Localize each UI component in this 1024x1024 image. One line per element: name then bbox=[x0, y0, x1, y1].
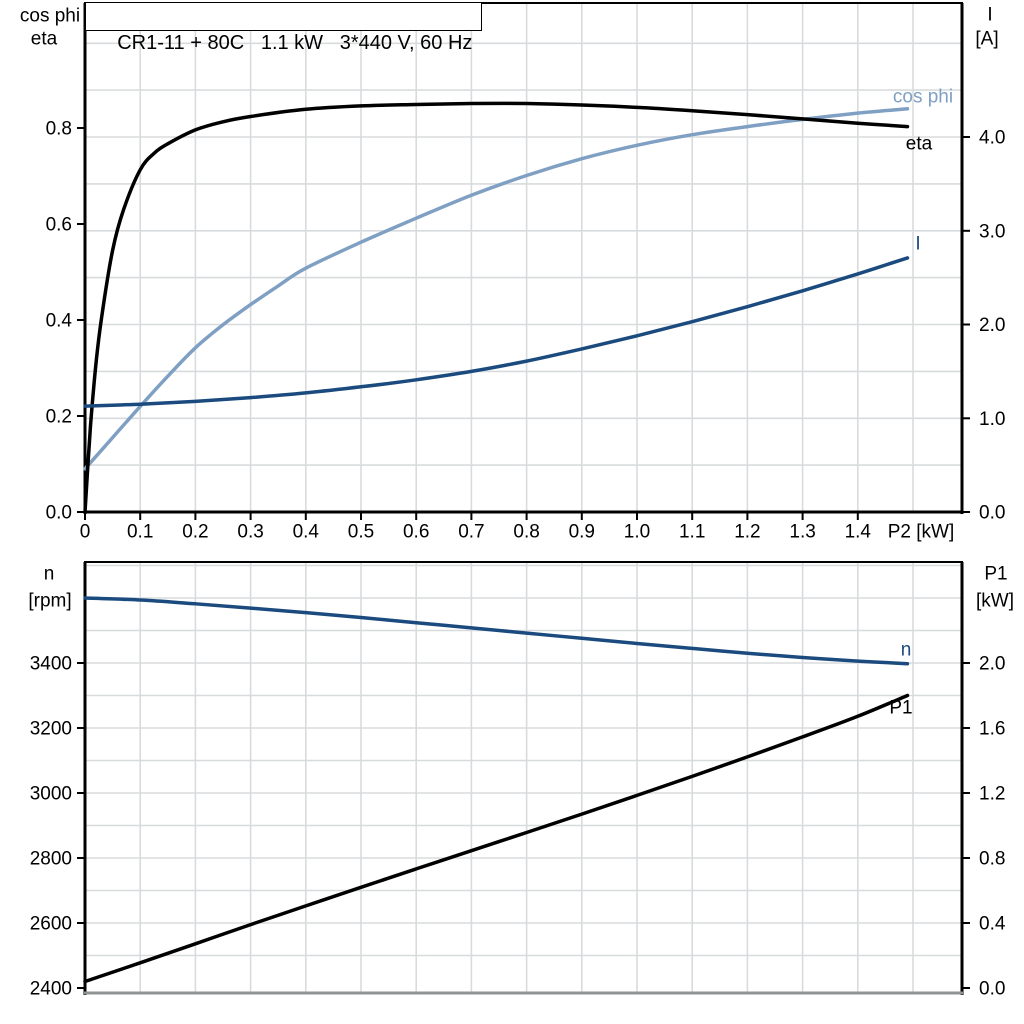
curve-label-eta: eta bbox=[906, 134, 933, 155]
x-axis-tick-label: 0.2 bbox=[182, 522, 208, 543]
right-axis-title: [A] bbox=[975, 29, 998, 50]
x-axis-tick-label: 0.9 bbox=[569, 522, 595, 543]
left-axis-tick-label: 2600 bbox=[30, 914, 72, 935]
curve-eta bbox=[83, 101, 910, 514]
left-axis-tick-label: 3200 bbox=[30, 719, 72, 740]
left-axis-tick-label: 2800 bbox=[30, 849, 72, 870]
left-axis-tick-label: 0.4 bbox=[46, 311, 73, 332]
right-axis-title: I bbox=[987, 5, 992, 26]
chart-title-box: CR1-11 + 80C 1.1 kW 3*440 V, 60 Hz bbox=[85, 2, 483, 54]
left-axis-tick-label: 3000 bbox=[30, 784, 72, 805]
left-axis-title: cos phi bbox=[20, 6, 80, 27]
x-axis-tick-label: 0.8 bbox=[513, 522, 539, 543]
right-axis-tick-label: 0.0 bbox=[979, 979, 1005, 1000]
left-axis-title: eta bbox=[31, 29, 58, 50]
x-axis-tick-label: 1.1 bbox=[679, 522, 705, 543]
plot-top: 0.0 0.2 0.4 0.6 0.8 0.0 1.0 2.0 3.0 4.0 0 0.1 0.2 0.3… bbox=[20, 2, 1005, 543]
curve-cos-phi bbox=[83, 107, 910, 471]
chart-title: CR1-11 + 80C 1.1 kW 3*440 V, 60 Hz bbox=[117, 32, 473, 54]
right-axis-tick-label: 2.0 bbox=[979, 315, 1005, 336]
x-axis-tick-label: 1.0 bbox=[624, 522, 650, 543]
x-axis-tick-label: 0 bbox=[80, 522, 91, 543]
right-axis-tick-label: 2.0 bbox=[979, 654, 1005, 675]
plot-bottom: 2400 2600 2800 3000 3200 3400 0.0 0.4 0.8 1.2 1.6 2… bbox=[28, 561, 1014, 1000]
right-axis-tick-label: 3.0 bbox=[979, 221, 1005, 242]
curve-label-cos-phi: cos phi bbox=[893, 87, 953, 108]
right-axis-tick-label: 0.4 bbox=[979, 914, 1006, 935]
right-axis-tick-label: 0.0 bbox=[979, 503, 1005, 524]
left-axis-tick-label: 0.0 bbox=[46, 503, 72, 524]
right-axis-tick-label: 4.0 bbox=[979, 128, 1005, 149]
left-axis-tick-label: 0.8 bbox=[46, 119, 72, 140]
x-axis-tick-label: 0.7 bbox=[458, 522, 484, 543]
right-axis-tick-label: 0.8 bbox=[979, 849, 1005, 870]
left-axis-tick-label: 0.6 bbox=[46, 215, 72, 236]
curve-label-n: n bbox=[901, 640, 912, 661]
left-axis-tick-label: 2400 bbox=[30, 979, 72, 1000]
right-axis-title: [kW] bbox=[976, 591, 1014, 612]
right-axis-title: P1 bbox=[984, 564, 1007, 585]
curve-label-i: I bbox=[915, 234, 920, 255]
right-axis-tick-label: 1.6 bbox=[979, 719, 1005, 740]
right-axis-tick-label: 1.0 bbox=[979, 409, 1005, 430]
x-axis-tick-label: 0.5 bbox=[348, 522, 374, 543]
x-axis-tick-label: 0.3 bbox=[237, 522, 263, 543]
x-axis-unit-label: P2 [kW] bbox=[888, 522, 955, 543]
x-axis-tick-label: 1.2 bbox=[734, 522, 760, 543]
left-axis-title: [rpm] bbox=[28, 591, 71, 612]
left-axis-title: n bbox=[44, 564, 55, 585]
curve-p1 bbox=[83, 693, 910, 984]
x-axis-tick-label: 0.6 bbox=[403, 522, 429, 543]
curve-i bbox=[83, 256, 910, 408]
x-axis-tick-label: 0.1 bbox=[127, 522, 153, 543]
x-axis-tick-label: 0.4 bbox=[293, 522, 320, 543]
right-axis-tick-label: 1.2 bbox=[979, 784, 1005, 805]
curve-n bbox=[83, 596, 910, 666]
left-axis-tick-label: 0.2 bbox=[46, 407, 72, 428]
curve-label-p1: P1 bbox=[889, 698, 912, 719]
left-axis-tick-label: 3400 bbox=[30, 654, 72, 675]
x-axis-tick-label: 1.4 bbox=[845, 522, 872, 543]
x-axis-tick-label: 1.3 bbox=[789, 522, 815, 543]
